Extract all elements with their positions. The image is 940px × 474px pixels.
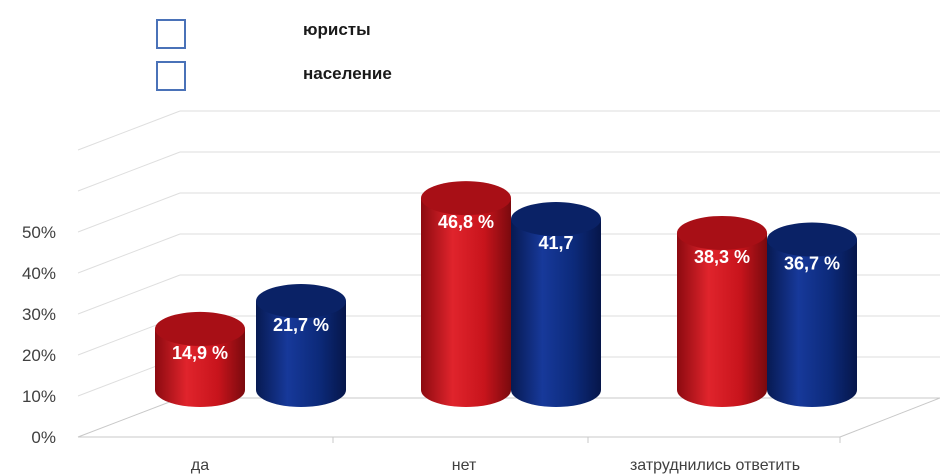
bar-top-population [511,202,601,237]
x-tick-label: да [191,457,209,474]
gridline-side [77,274,181,315]
bar-top-population [256,284,346,319]
legend-label-population: население [303,64,392,83]
gridline-side [77,192,181,233]
x-tick-label: нет [452,457,477,474]
legend-swatch-population [156,61,186,91]
y-tick-label: 20% [22,346,56,365]
bar-population [767,239,857,407]
x-tick-label: затруднились ответить [630,457,800,474]
gridline-side [77,233,181,274]
floor-edge [839,397,940,438]
y-tick-label: 40% [22,264,56,283]
bar-lawyers [677,232,767,407]
data-label: 21,7 % [273,315,329,335]
data-label: 46,8 % [438,212,494,232]
y-tick-label: 0% [31,428,56,447]
data-label: 38,3 % [694,247,750,267]
data-label: 41,7 [538,233,573,253]
legend-swatch-lawyers [156,19,186,49]
bar-population [256,301,346,407]
bar-top-population [767,222,857,257]
bar-top-lawyers [155,311,245,346]
bar-lawyers [421,198,511,407]
y-tick-label: 30% [22,305,56,324]
bar-lawyers [155,328,245,407]
gridline-side [77,397,181,438]
bar-population [511,219,601,407]
y-tick-label: 10% [22,387,56,406]
gridline-side [77,110,181,151]
gridline-side [77,151,181,192]
legend-label-lawyers: юристы [303,20,371,39]
data-label: 14,9 % [172,343,228,363]
y-tick-label: 50% [22,223,56,242]
bar-top-lawyers [421,181,511,216]
data-label: 36,7 % [784,254,840,274]
bar-top-lawyers [677,215,767,250]
